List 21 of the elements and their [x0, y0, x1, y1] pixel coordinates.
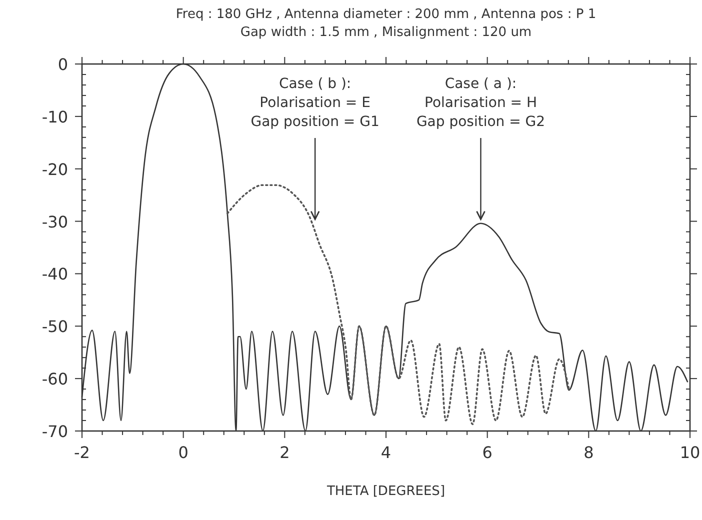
x-axis-title: THETA [DEGREES] [326, 484, 446, 499]
x-tick-label: 0 [178, 443, 188, 462]
chart-subtitle: Gap width : 1.5 mm , Misalignment : 120 um [240, 25, 532, 40]
y-tick-label: -30 [42, 212, 68, 232]
annotation: Case ( a ): Polarisation = H Gap position = G2 [416, 76, 546, 130]
x-tick-label: 8 [584, 443, 594, 462]
x-tick-label: -2 [74, 443, 90, 462]
chart-title: Freq : 180 GHz , Antenna diameter : 200 mm , Antenna pos : P 1 [176, 7, 596, 22]
line-series [226, 184, 570, 426]
x-tick-label: 4 [380, 443, 392, 462]
x-tick-label: 10 [680, 443, 700, 462]
y-tick-label: -10 [42, 107, 68, 126]
y-tick-label: -70 [42, 422, 68, 441]
annotation: Case ( b ): Polarisation = E Gap position = G1 [250, 76, 380, 130]
y-tick-label: 0 [58, 55, 68, 74]
x-tick-label: 2 [280, 443, 290, 462]
y-tick-label: -40 [42, 264, 68, 284]
y-tick-label: -60 [42, 370, 68, 389]
x-tick-label: 6 [482, 443, 492, 462]
y-tick-label: -20 [42, 160, 68, 179]
y-tick-label: -50 [42, 317, 68, 336]
